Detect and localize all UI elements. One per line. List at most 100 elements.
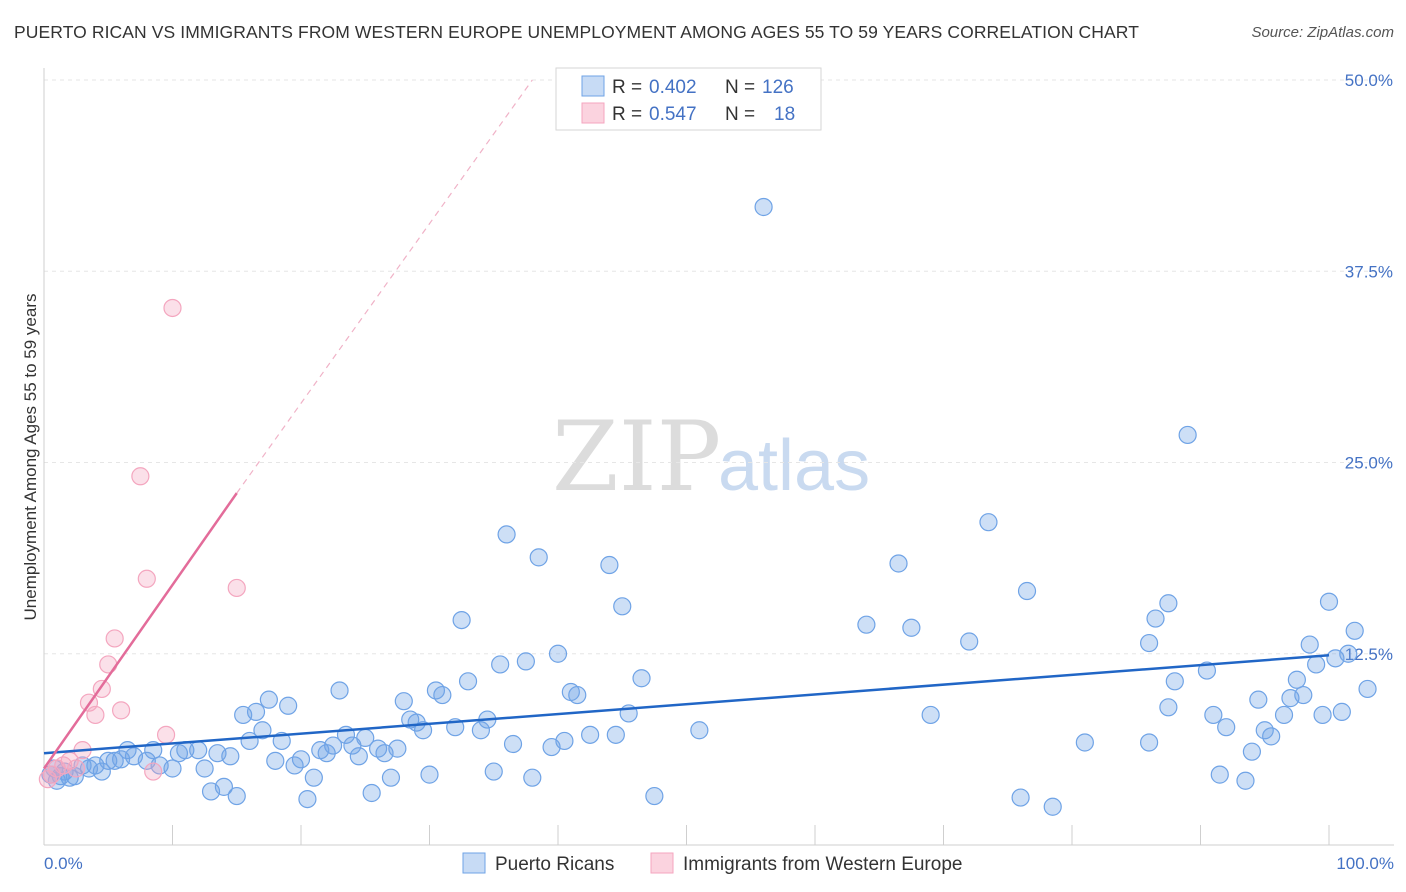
data-point-puerto-ricans [1197, 661, 1217, 680]
stats-swatch-blue [581, 75, 605, 97]
data-point-puerto-ricans [349, 747, 368, 766]
data-point-puerto-ricans [369, 739, 388, 758]
data-point-puerto-ricans [1242, 742, 1262, 761]
data-point-puerto-ricans [266, 751, 285, 770]
stats-n-label-1: N = [725, 77, 755, 98]
data-point-puerto-ricans [259, 690, 278, 709]
data-point-puerto-ricans [253, 721, 272, 740]
data-point-puerto-ricans [1210, 765, 1229, 784]
data-point-puerto-ricans [1300, 635, 1319, 654]
stats-n-value-1: 126 [762, 77, 794, 98]
data-point-puerto-ricans [979, 513, 998, 532]
data-point-immigrants [86, 705, 105, 725]
data-point-puerto-ricans [246, 702, 266, 721]
legend-label-immigrants: Immigrants from Western Europe [683, 854, 962, 875]
data-point-puerto-ricans [645, 786, 664, 806]
trend-line-immigrants-extension [236, 79, 533, 494]
data-point-puerto-ricans [960, 632, 979, 651]
trend-line-puerto-ricans [43, 654, 1330, 755]
data-point-puerto-ricans [1332, 702, 1351, 721]
data-point-puerto-ricans [555, 731, 574, 751]
stats-r-label-2: R = [612, 104, 642, 125]
data-point-puerto-ricans [1307, 655, 1326, 674]
trend-lines [42, 79, 1330, 770]
data-point-puerto-ricans [581, 725, 600, 744]
chart-title: PUERTO RICAN VS IMMIGRANTS FROM WESTERN … [14, 22, 1140, 42]
x-tick-label-max: 100.0% [1336, 854, 1394, 873]
data-point-puerto-ricans [1043, 797, 1062, 816]
data-point-puerto-ricans [1159, 594, 1178, 613]
data-point-puerto-ricans [420, 765, 439, 784]
legend-label-puerto-ricans: Puerto Ricans [495, 854, 614, 875]
data-point-puerto-ricans [497, 525, 516, 544]
watermark-zip: ZIP [552, 401, 721, 513]
gridlines [44, 79, 1394, 655]
data-point-puerto-ricans [529, 548, 548, 567]
data-point-puerto-ricans [632, 669, 651, 688]
data-point-immigrants [144, 762, 163, 781]
data-point-puerto-ricans [857, 615, 876, 634]
data-point-puerto-ricans [433, 685, 452, 705]
stats-swatch-pink [581, 102, 605, 124]
series-puerto-ricans-points [41, 197, 1377, 816]
data-point-puerto-ricans [227, 786, 246, 806]
data-point-puerto-ricans [1249, 690, 1268, 709]
data-point-puerto-ricans [1319, 592, 1339, 611]
series-immigrants-points [38, 298, 246, 789]
data-point-puerto-ricans [1178, 425, 1197, 445]
x-ticks [172, 825, 1330, 845]
series-legend: Puerto Ricans Immigrants from Western Eu… [462, 852, 962, 875]
data-point-puerto-ricans [413, 721, 433, 740]
data-point-puerto-ricans [606, 725, 625, 744]
data-point-puerto-ricans [568, 685, 587, 705]
data-point-puerto-ricans [1313, 705, 1332, 725]
data-point-puerto-ricans [195, 759, 214, 778]
data-point-puerto-ricans [426, 681, 446, 700]
data-point-puerto-ricans [279, 696, 298, 715]
legend-swatch-immigrants [650, 852, 674, 874]
stats-r-value-1: 0.402 [649, 77, 697, 98]
data-point-puerto-ricans [1011, 788, 1030, 807]
legend-swatch-puerto-ricans [462, 852, 486, 874]
data-point-puerto-ricans [523, 768, 542, 787]
data-point-puerto-ricans [1294, 685, 1313, 705]
data-point-immigrants [156, 725, 176, 744]
data-point-immigrants [163, 298, 182, 318]
data-point-immigrants [105, 629, 124, 648]
data-point-immigrants [131, 467, 150, 486]
data-point-puerto-ricans [1146, 609, 1165, 628]
data-point-puerto-ricans [1017, 581, 1037, 601]
data-point-puerto-ricans [304, 768, 323, 787]
data-point-puerto-ricans [548, 644, 568, 663]
data-point-puerto-ricans [1204, 705, 1223, 725]
data-point-puerto-ricans [889, 554, 908, 573]
data-point-puerto-ricans [92, 762, 111, 781]
y-axis-title: Unemployment Among Ages 55 to 59 years [21, 294, 40, 621]
stats-r-label-1: R = [612, 77, 642, 98]
data-point-puerto-ricans [1159, 698, 1178, 717]
data-point-puerto-ricans [189, 741, 208, 760]
data-point-puerto-ricans [291, 750, 311, 769]
y-tick-labels: 12.5% 25.0% 37.5% 50.0% [1345, 71, 1393, 664]
data-point-puerto-ricans [503, 734, 523, 754]
data-point-puerto-ricans [1287, 670, 1306, 689]
x-tick-label-min: 0.0% [44, 854, 83, 873]
data-point-puerto-ricans [1217, 718, 1236, 737]
data-point-immigrants [227, 578, 246, 598]
data-point-puerto-ricans [921, 705, 940, 725]
stats-legend: R = 0.402 N = 126 R = 0.547 N = 18 [555, 67, 822, 131]
data-point-puerto-ricans [330, 681, 349, 700]
data-point-puerto-ricans [600, 555, 619, 575]
data-point-immigrants [137, 569, 156, 588]
y-tick-label: 50.0% [1345, 71, 1393, 90]
y-tick-label: 12.5% [1345, 645, 1393, 664]
data-point-puerto-ricans [471, 721, 490, 740]
trend-line-immigrants [42, 492, 238, 770]
data-point-puerto-ricans [613, 597, 632, 616]
data-point-puerto-ricans [272, 731, 291, 751]
data-point-puerto-ricans [690, 721, 709, 740]
data-point-puerto-ricans [1262, 727, 1281, 746]
data-point-puerto-ricans [1075, 733, 1094, 752]
data-point-puerto-ricans [105, 751, 124, 770]
data-point-puerto-ricans [491, 655, 510, 674]
